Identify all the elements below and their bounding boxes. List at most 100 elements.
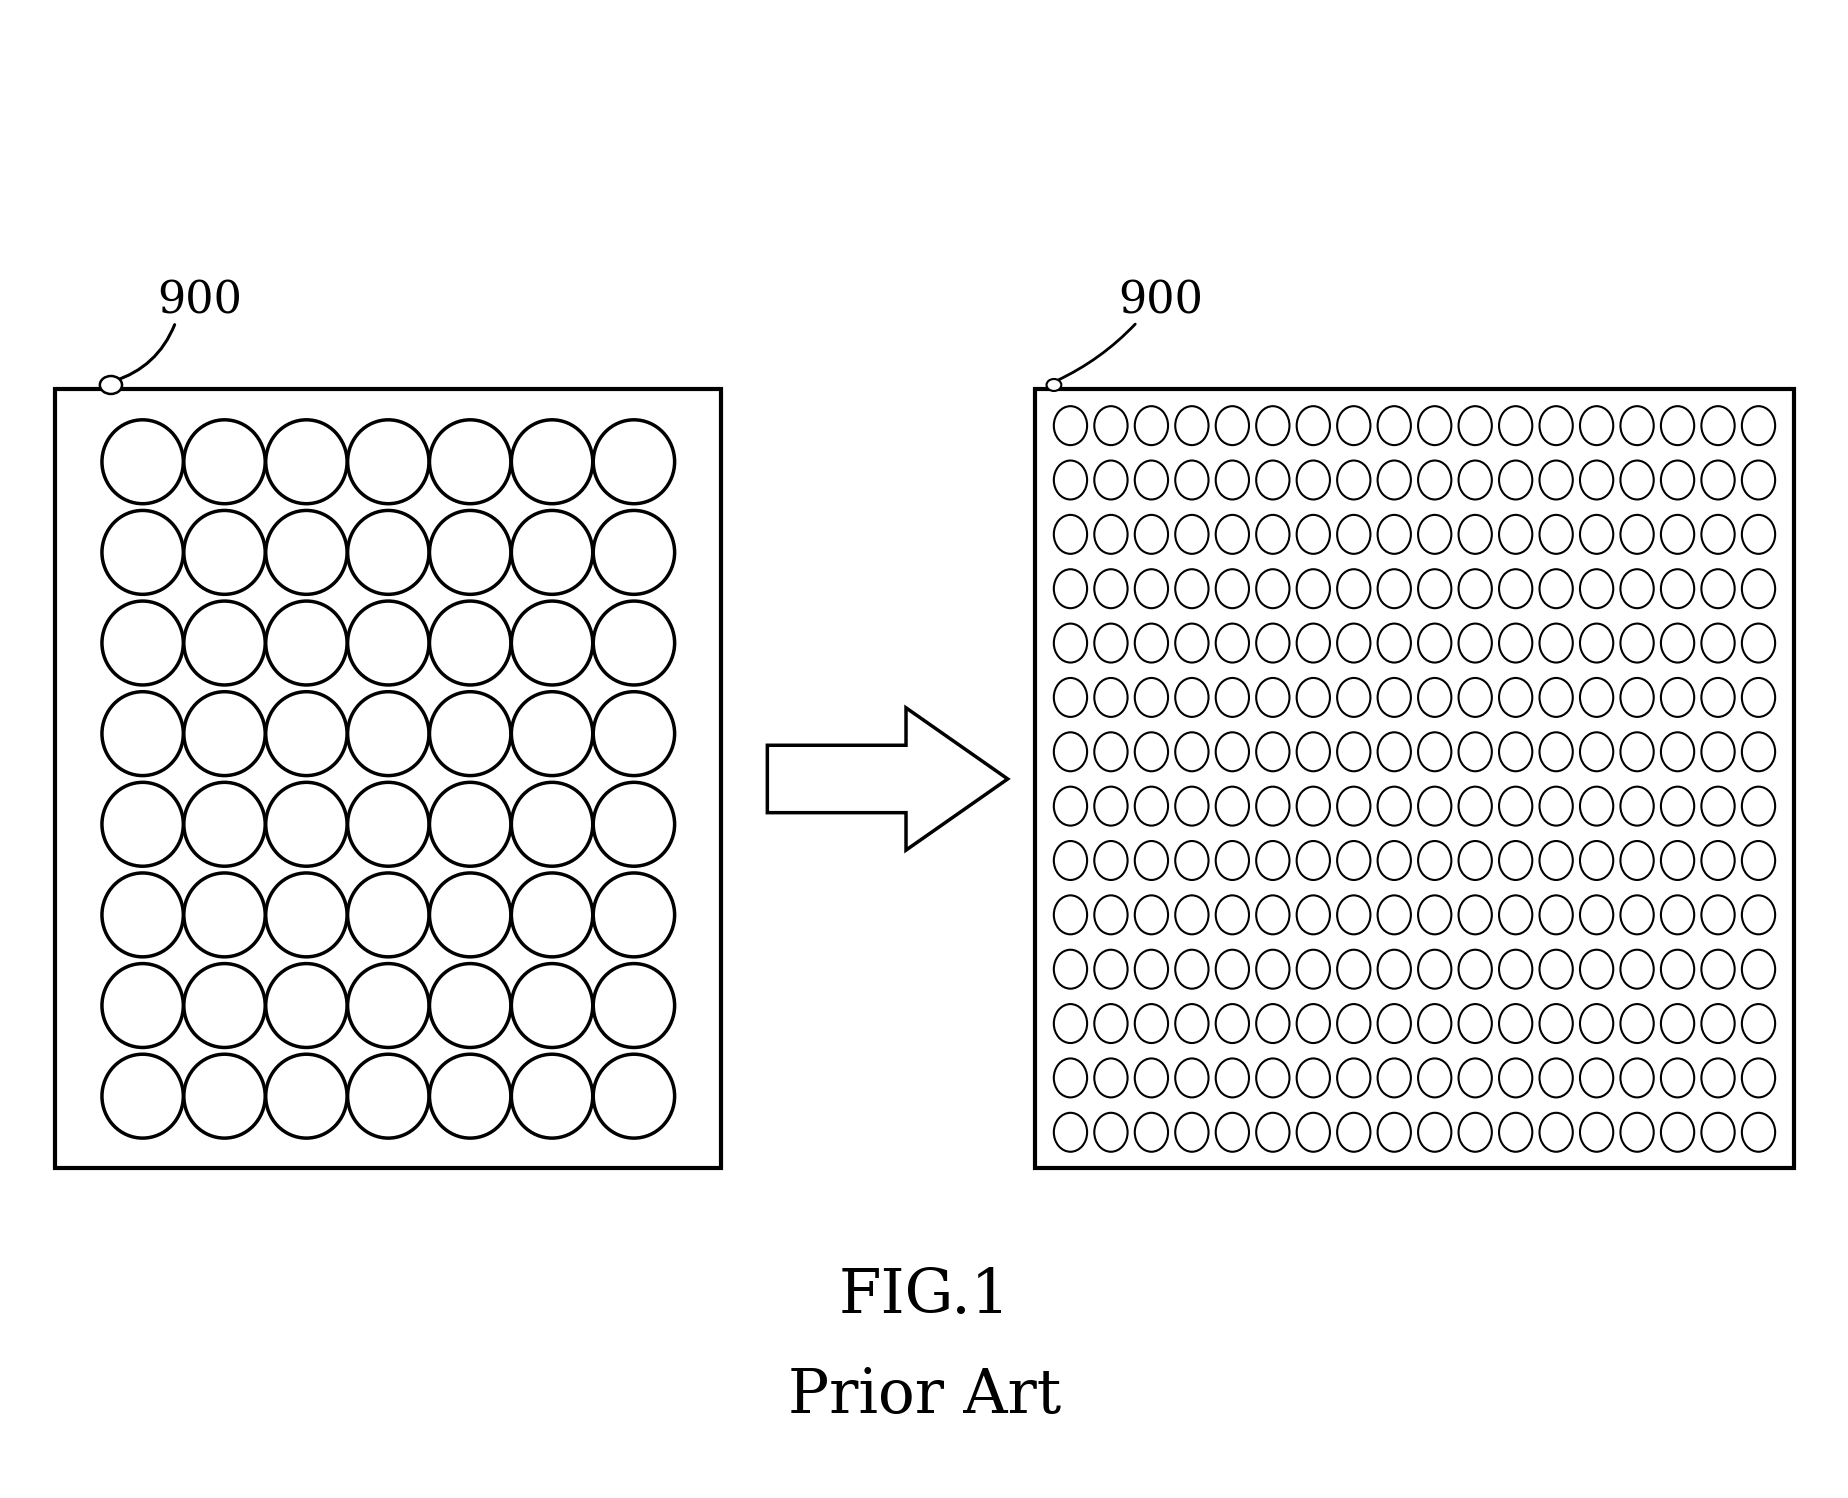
Ellipse shape bbox=[1135, 1004, 1168, 1043]
Ellipse shape bbox=[1135, 406, 1168, 445]
Ellipse shape bbox=[1539, 623, 1573, 662]
Ellipse shape bbox=[1295, 406, 1329, 445]
Text: 900: 900 bbox=[157, 279, 242, 322]
Ellipse shape bbox=[1135, 1113, 1168, 1152]
Ellipse shape bbox=[102, 782, 183, 866]
Ellipse shape bbox=[1295, 679, 1329, 718]
Ellipse shape bbox=[1499, 679, 1532, 718]
Ellipse shape bbox=[347, 601, 429, 685]
Ellipse shape bbox=[1578, 460, 1613, 499]
Ellipse shape bbox=[1295, 1059, 1329, 1098]
Ellipse shape bbox=[1700, 679, 1733, 718]
Ellipse shape bbox=[1499, 896, 1532, 935]
Ellipse shape bbox=[1175, 896, 1209, 935]
Ellipse shape bbox=[1499, 406, 1532, 445]
Ellipse shape bbox=[266, 601, 347, 685]
Ellipse shape bbox=[183, 873, 264, 957]
Ellipse shape bbox=[1336, 1059, 1369, 1098]
Ellipse shape bbox=[1741, 786, 1774, 825]
Ellipse shape bbox=[102, 692, 183, 776]
Ellipse shape bbox=[429, 601, 510, 685]
Ellipse shape bbox=[1619, 1059, 1652, 1098]
Ellipse shape bbox=[593, 419, 675, 503]
Ellipse shape bbox=[1255, 460, 1288, 499]
Ellipse shape bbox=[1578, 569, 1613, 608]
Ellipse shape bbox=[1053, 515, 1087, 554]
Ellipse shape bbox=[266, 963, 347, 1047]
Text: 900: 900 bbox=[1118, 279, 1203, 322]
Ellipse shape bbox=[1135, 950, 1168, 989]
Ellipse shape bbox=[429, 782, 510, 866]
Ellipse shape bbox=[1539, 1004, 1573, 1043]
Ellipse shape bbox=[1619, 786, 1652, 825]
Ellipse shape bbox=[1336, 569, 1369, 608]
Ellipse shape bbox=[1417, 623, 1451, 662]
Ellipse shape bbox=[1053, 950, 1087, 989]
Ellipse shape bbox=[1094, 950, 1127, 989]
Ellipse shape bbox=[1336, 1004, 1369, 1043]
Ellipse shape bbox=[1619, 1113, 1652, 1152]
Ellipse shape bbox=[1255, 950, 1288, 989]
Ellipse shape bbox=[1216, 515, 1249, 554]
Ellipse shape bbox=[347, 873, 429, 957]
Ellipse shape bbox=[1539, 950, 1573, 989]
Ellipse shape bbox=[1255, 896, 1288, 935]
Ellipse shape bbox=[102, 601, 183, 685]
Ellipse shape bbox=[1578, 840, 1613, 879]
Ellipse shape bbox=[1094, 1004, 1127, 1043]
Ellipse shape bbox=[102, 419, 183, 503]
Ellipse shape bbox=[1700, 786, 1733, 825]
Ellipse shape bbox=[1499, 1004, 1532, 1043]
Ellipse shape bbox=[1175, 1004, 1209, 1043]
Ellipse shape bbox=[1417, 460, 1451, 499]
Ellipse shape bbox=[1135, 679, 1168, 718]
Ellipse shape bbox=[1539, 786, 1573, 825]
Ellipse shape bbox=[1741, 840, 1774, 879]
Ellipse shape bbox=[1053, 1059, 1087, 1098]
Ellipse shape bbox=[1417, 679, 1451, 718]
Ellipse shape bbox=[1216, 406, 1249, 445]
Ellipse shape bbox=[1741, 1004, 1774, 1043]
Ellipse shape bbox=[1377, 1004, 1410, 1043]
Ellipse shape bbox=[1499, 460, 1532, 499]
Ellipse shape bbox=[1458, 569, 1491, 608]
Ellipse shape bbox=[1255, 515, 1288, 554]
Ellipse shape bbox=[1295, 515, 1329, 554]
Ellipse shape bbox=[1336, 406, 1369, 445]
Ellipse shape bbox=[1458, 679, 1491, 718]
Ellipse shape bbox=[512, 692, 593, 776]
Ellipse shape bbox=[593, 601, 675, 685]
Ellipse shape bbox=[1053, 840, 1087, 879]
Ellipse shape bbox=[1417, 896, 1451, 935]
Ellipse shape bbox=[1175, 840, 1209, 879]
Ellipse shape bbox=[1255, 679, 1288, 718]
Ellipse shape bbox=[347, 511, 429, 595]
Ellipse shape bbox=[102, 511, 183, 595]
Ellipse shape bbox=[1741, 679, 1774, 718]
Ellipse shape bbox=[1458, 840, 1491, 879]
Ellipse shape bbox=[1255, 1004, 1288, 1043]
Ellipse shape bbox=[1216, 950, 1249, 989]
Ellipse shape bbox=[1741, 733, 1774, 771]
Ellipse shape bbox=[1660, 840, 1693, 879]
Ellipse shape bbox=[266, 782, 347, 866]
Ellipse shape bbox=[1094, 679, 1127, 718]
Ellipse shape bbox=[1336, 896, 1369, 935]
Ellipse shape bbox=[1053, 786, 1087, 825]
Ellipse shape bbox=[1660, 569, 1693, 608]
Ellipse shape bbox=[1255, 569, 1288, 608]
Ellipse shape bbox=[1700, 950, 1733, 989]
Circle shape bbox=[100, 376, 122, 394]
Circle shape bbox=[1046, 379, 1061, 391]
Ellipse shape bbox=[429, 692, 510, 776]
Ellipse shape bbox=[1094, 569, 1127, 608]
Ellipse shape bbox=[266, 873, 347, 957]
Ellipse shape bbox=[1660, 1059, 1693, 1098]
Ellipse shape bbox=[183, 963, 264, 1047]
Ellipse shape bbox=[593, 692, 675, 776]
Ellipse shape bbox=[1578, 896, 1613, 935]
Ellipse shape bbox=[1336, 786, 1369, 825]
Ellipse shape bbox=[1377, 460, 1410, 499]
Ellipse shape bbox=[1377, 515, 1410, 554]
Ellipse shape bbox=[1255, 623, 1288, 662]
